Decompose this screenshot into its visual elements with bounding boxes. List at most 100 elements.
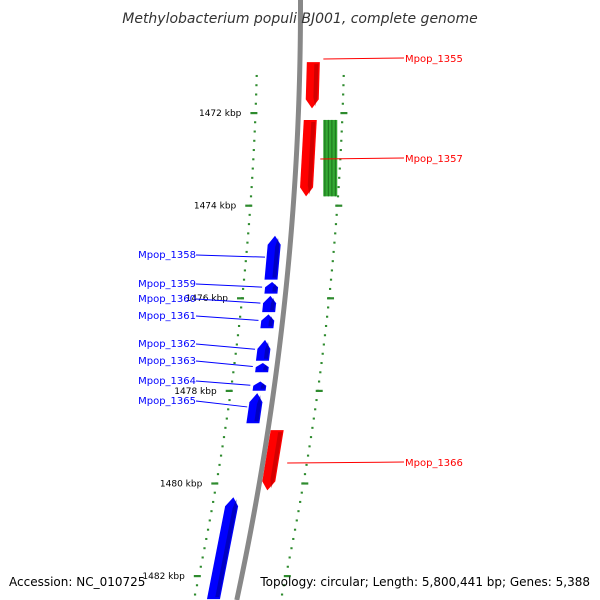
coordinate-dot <box>212 500 215 503</box>
coordinate-dot <box>312 417 315 420</box>
kbp-tick-label: 1480 kbp <box>160 479 203 489</box>
coordinate-dot <box>339 149 342 152</box>
kbp-tick-right <box>301 482 309 485</box>
kbp-tick-label: 1478 kbp <box>174 387 217 397</box>
kbp-tick-label: 1474 kbp <box>194 202 237 212</box>
coordinate-dot <box>326 315 329 318</box>
coordinate-dot <box>216 473 220 476</box>
coordinate-dot <box>218 463 221 466</box>
gene-arrow-shade <box>272 237 280 278</box>
coordinate-dot <box>320 362 323 365</box>
coordinate-dot <box>335 213 338 216</box>
genome-summary: Topology: circular; Length: 5,800,441 bp… <box>259 575 590 589</box>
coordinate-dot <box>241 287 245 290</box>
gene-label: Mpop_1360 <box>138 294 196 305</box>
gene-label: Mpop_1355 <box>405 54 463 65</box>
gene-arrow-shade <box>263 365 268 371</box>
coordinate-dot <box>334 223 338 226</box>
feature-block <box>323 119 338 197</box>
coordinate-dot <box>295 519 298 522</box>
coordinate-dot <box>336 195 340 198</box>
coordinate-dot <box>323 334 327 337</box>
accession-label: Accession: NC_010725 <box>9 575 145 589</box>
coordinate-dot <box>330 269 334 272</box>
feature-stripe <box>324 119 326 197</box>
gene-arrow-shade <box>272 283 277 292</box>
gene-label: Mpop_1364 <box>138 376 196 387</box>
coordinate-dot <box>340 130 343 133</box>
coordinate-dot <box>340 139 343 142</box>
coordinate-dot <box>254 121 257 124</box>
coordinate-dot <box>247 232 250 235</box>
coordinate-dot <box>338 167 341 170</box>
coordinate-dot <box>210 510 213 513</box>
coordinate-dot <box>293 528 297 531</box>
gene-arrow-shade <box>260 383 266 389</box>
coordinate-dot <box>338 176 341 179</box>
coordinate-dot <box>233 362 236 365</box>
coordinate-dot <box>342 74 345 77</box>
gene-label: Mpop_1365 <box>138 396 196 407</box>
gene-labels: Mpop_1355 Mpop_1357 Mpop_1358 Mpop_1359 Mpop… <box>138 54 463 469</box>
coordinate-dot <box>282 584 286 587</box>
gene-arrow-shade <box>270 432 283 489</box>
kbp-tick-right <box>327 297 335 300</box>
coordinate-dot <box>342 84 345 87</box>
coordinate-dot <box>303 473 307 476</box>
coordinate-dot <box>314 408 317 411</box>
coordinate-dot <box>236 334 240 337</box>
coordinate-dot <box>292 537 295 540</box>
gene-arrow-shade <box>307 121 316 195</box>
gene-label-leader <box>195 380 251 386</box>
coordinate-dot <box>230 380 234 383</box>
coordinate-dot <box>341 102 344 105</box>
kbp-tick-left <box>250 112 258 115</box>
kbp-tick-left <box>237 297 245 300</box>
coordinate-dot <box>311 426 314 429</box>
coordinate-dot <box>321 352 324 355</box>
coordinate-dot <box>300 491 303 494</box>
feature-track <box>323 119 338 197</box>
coordinate-dot <box>288 556 291 559</box>
gene-label-leader <box>195 360 253 368</box>
feature-stripe <box>327 119 329 197</box>
gene-label: Mpop_1363 <box>138 356 196 367</box>
coordinate-dot <box>332 250 335 253</box>
gene-label: Mpop_1357 <box>405 154 463 165</box>
coordinate-dot <box>224 426 227 429</box>
kbp-tick-left <box>225 389 233 392</box>
coordinate-dot <box>234 352 237 355</box>
coordinate-dot <box>228 399 231 402</box>
coordinate-dot <box>252 149 255 152</box>
kbp-tick-right <box>335 204 343 207</box>
kbp-tick-right <box>315 389 323 392</box>
coordinate-dot <box>322 343 325 346</box>
kbp-tick-right <box>340 112 348 115</box>
coordinate-dot <box>237 324 241 327</box>
kbp-tick-left <box>211 482 219 485</box>
coordinate-dot <box>290 547 293 550</box>
coordinate-dot-rows <box>193 74 345 596</box>
coordinate-dot <box>333 241 336 244</box>
coordinate-dot <box>232 371 235 374</box>
coordinate-dot <box>251 176 254 179</box>
coordinate-dot <box>342 93 345 96</box>
gene-arrow-shade <box>254 395 261 422</box>
coordinate-dot <box>253 139 256 142</box>
coordinate-dot <box>280 593 284 596</box>
coordinate-dot <box>247 223 251 226</box>
gene-label-leader <box>195 400 248 408</box>
kbp-tick-label: 1472 kbp <box>199 109 242 119</box>
coordinate-dot <box>246 241 249 244</box>
feature-stripe <box>334 119 336 197</box>
coordinate-dot <box>239 315 242 318</box>
coordinate-dot <box>309 436 313 439</box>
gene-label: Mpop_1359 <box>138 279 196 290</box>
map-title: Methylobacterium populi BJ001, complete … <box>122 11 478 27</box>
coordinate-dot <box>242 278 246 281</box>
gene-label-leader <box>287 461 405 464</box>
coordinate-dot <box>255 74 258 77</box>
coordinate-dot <box>329 278 333 281</box>
coordinate-dot <box>243 269 247 272</box>
coordinate-dot <box>208 519 211 522</box>
